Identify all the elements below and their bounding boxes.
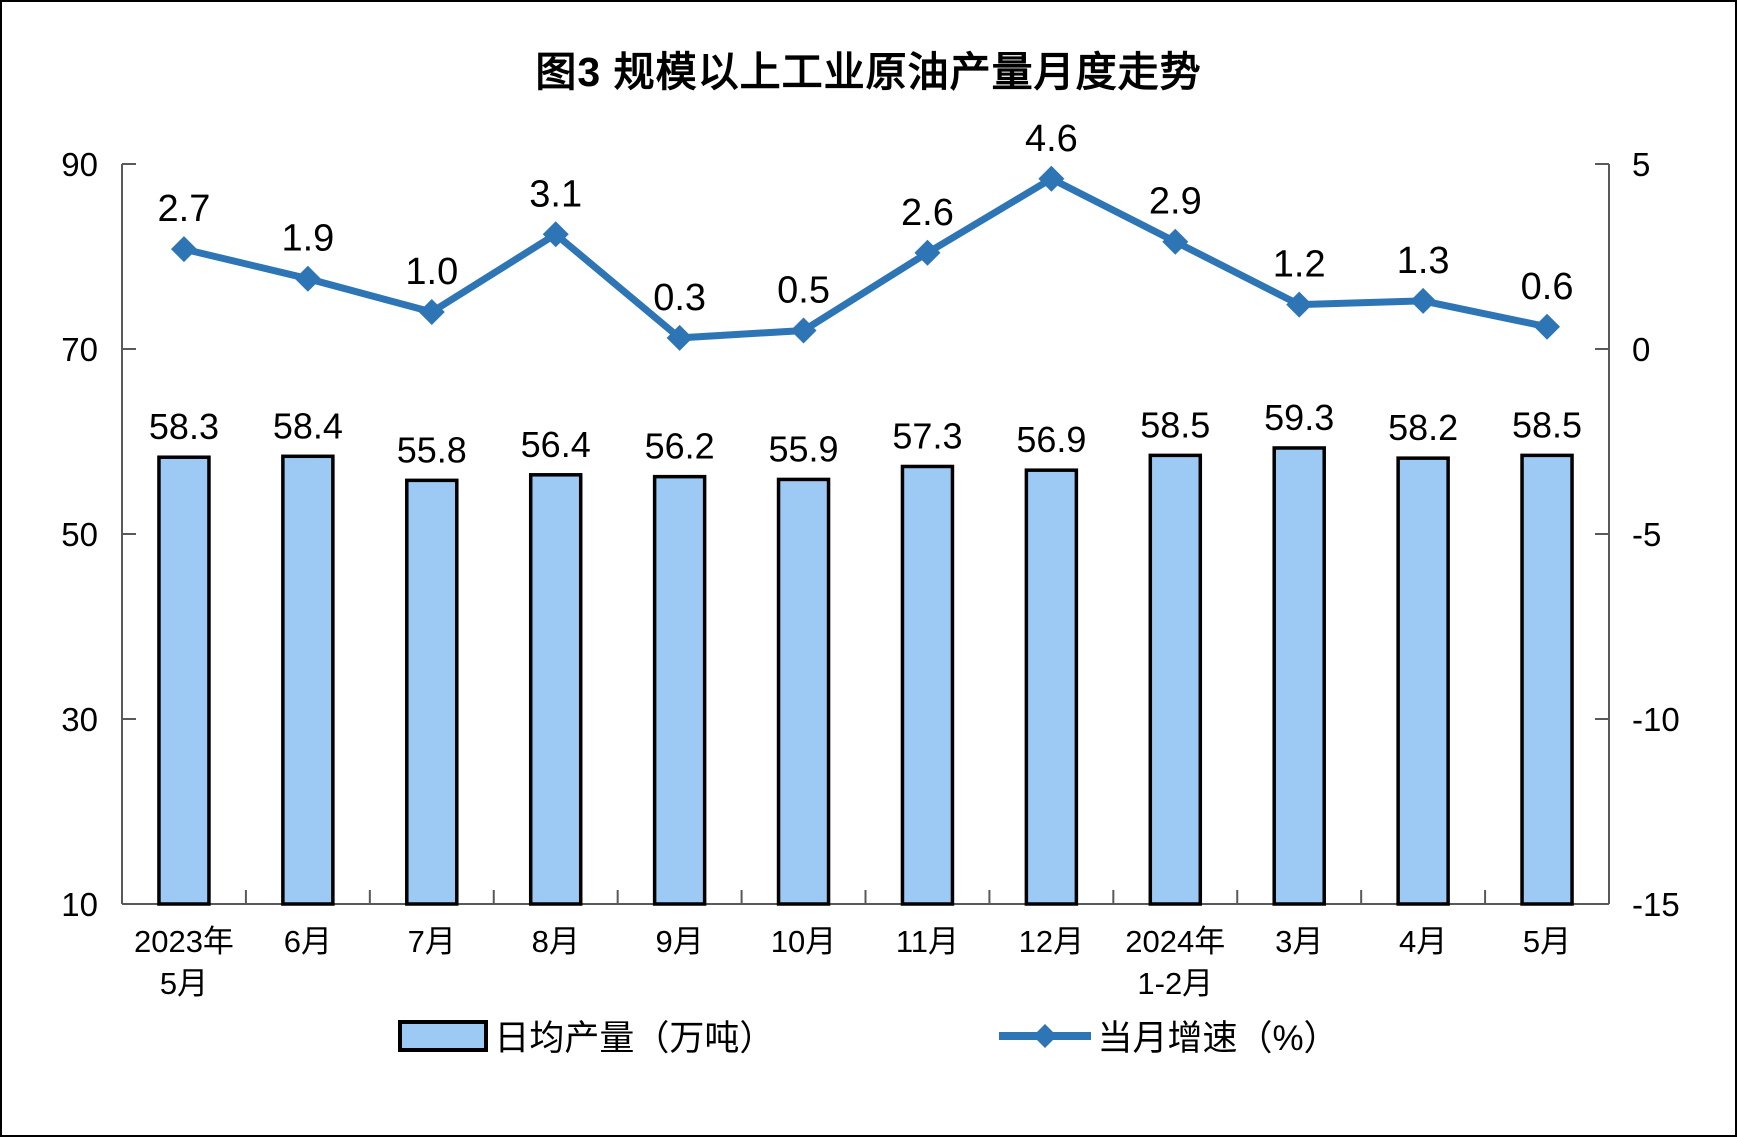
bar-series-label: 日均产量（万吨） bbox=[494, 1019, 775, 1058]
line-swatch-diamond-icon bbox=[1033, 1023, 1058, 1048]
line-data-label: 0.3 bbox=[653, 277, 706, 319]
x-axis-category-label: 5月 bbox=[160, 966, 208, 1001]
line-marker-diamond-icon bbox=[294, 265, 321, 292]
bar-12 bbox=[1520, 453, 1574, 906]
line-marker-diamond-icon bbox=[1162, 228, 1189, 255]
x-axis-category-label: 11月 bbox=[896, 924, 959, 959]
x-axis-category-label: 7月 bbox=[408, 924, 456, 959]
x-axis-category-label: 10月 bbox=[771, 924, 836, 959]
bar-data-label: 59.3 bbox=[1264, 397, 1334, 438]
left-axis-tick-label: 10 bbox=[61, 886, 98, 923]
line-marker-diamond-icon bbox=[914, 239, 941, 266]
line-data-label: 1.2 bbox=[1273, 244, 1326, 286]
legend-item-bar-series: 日均产量（万吨） bbox=[398, 1010, 774, 1061]
line-marker-diamond-icon bbox=[170, 236, 197, 263]
line-data-label: 1.0 bbox=[405, 251, 458, 293]
bar-3 bbox=[405, 478, 459, 906]
bar-data-label: 55.9 bbox=[769, 428, 839, 469]
line-data-label: 3.1 bbox=[529, 173, 582, 215]
x-axis-category-label: 2023年 bbox=[134, 924, 234, 959]
bar-data-label: 56.4 bbox=[521, 424, 591, 465]
line-marker-diamond-icon bbox=[1534, 313, 1561, 340]
line-marker-diamond-icon bbox=[1410, 287, 1437, 314]
left-axis-tick-label: 50 bbox=[61, 516, 98, 553]
x-axis-category-label: 4月 bbox=[1399, 924, 1447, 959]
bar-data-label: 56.9 bbox=[1016, 419, 1086, 460]
bar-data-label: 58.2 bbox=[1388, 407, 1458, 448]
right-axis-tick-label: -15 bbox=[1632, 886, 1680, 923]
line-data-label: 1.9 bbox=[281, 218, 334, 260]
line-data-label: 0.6 bbox=[1521, 266, 1574, 308]
bar-7 bbox=[900, 464, 955, 906]
x-axis-category-label: 8月 bbox=[532, 924, 580, 959]
line-data-label: 0.5 bbox=[777, 270, 830, 312]
bar-8 bbox=[1024, 468, 1079, 906]
x-axis-category-label: 9月 bbox=[656, 924, 704, 959]
bar-data-label: 57.3 bbox=[892, 415, 962, 456]
bar-data-label: 58.3 bbox=[149, 406, 219, 447]
growth-line bbox=[183, 174, 1548, 342]
line-series-label: 当月增速（%） bbox=[1097, 1019, 1339, 1058]
line-data-label: 2.7 bbox=[158, 188, 211, 230]
chart-legend: 日均产量（万吨） 当月增速（%） bbox=[2, 1010, 1735, 1061]
line-marker-diamond-icon bbox=[666, 324, 693, 351]
bar-data-label: 58.5 bbox=[1140, 404, 1210, 445]
right-axis-tick-label: -10 bbox=[1632, 701, 1680, 738]
line-marker-diamond-icon bbox=[1038, 165, 1065, 192]
right-axis-tick-label: 5 bbox=[1632, 146, 1650, 183]
legend-item-line-series: 当月增速（%） bbox=[999, 1010, 1339, 1061]
bar-4 bbox=[528, 473, 583, 906]
bar-data-label: 58.5 bbox=[1512, 404, 1582, 445]
x-axis-category-label: 1-2月 bbox=[1137, 966, 1213, 1001]
right-axis-tick-label: -5 bbox=[1632, 516, 1661, 553]
bar-9 bbox=[1148, 453, 1203, 906]
right-axis-tick-label: 0 bbox=[1632, 331, 1650, 368]
bar-data-label: 56.2 bbox=[645, 426, 715, 467]
bar-10 bbox=[1272, 446, 1326, 906]
bar-5 bbox=[652, 474, 707, 906]
left-axis-tick-label: 90 bbox=[61, 146, 98, 183]
bar-11 bbox=[1396, 456, 1450, 906]
line-data-label: 2.6 bbox=[901, 192, 954, 234]
chart-title: 图3 规模以上工业原油产量月度走势 bbox=[535, 49, 1202, 95]
line-data-label: 4.6 bbox=[1025, 118, 1078, 160]
bar-6 bbox=[776, 477, 831, 906]
bar-data-label: 58.4 bbox=[273, 405, 343, 446]
x-axis-category-label: 3月 bbox=[1275, 924, 1323, 959]
x-axis-category-label: 6月 bbox=[284, 924, 332, 959]
bar-data-label: 55.8 bbox=[397, 429, 467, 470]
line-marker-diamond-icon bbox=[418, 299, 445, 325]
x-axis-category-label: 5月 bbox=[1523, 924, 1571, 959]
bar-series-swatch-icon bbox=[398, 1019, 489, 1052]
line-marker-diamond-icon bbox=[542, 221, 569, 248]
x-axis-category-label: 12月 bbox=[1019, 924, 1084, 959]
left-axis-tick-label: 70 bbox=[61, 331, 98, 368]
bar-2 bbox=[281, 454, 335, 906]
line-marker-diamond-icon bbox=[1286, 291, 1313, 318]
line-data-label: 2.9 bbox=[1149, 181, 1202, 223]
line-data-label: 1.3 bbox=[1397, 240, 1450, 282]
line-series-swatch-icon bbox=[999, 1023, 1092, 1048]
x-axis-category-label: 2024年 bbox=[1125, 924, 1225, 959]
line-marker-diamond-icon bbox=[790, 317, 817, 344]
left-axis-tick-label: 30 bbox=[61, 701, 98, 738]
bar-1 bbox=[157, 455, 211, 906]
